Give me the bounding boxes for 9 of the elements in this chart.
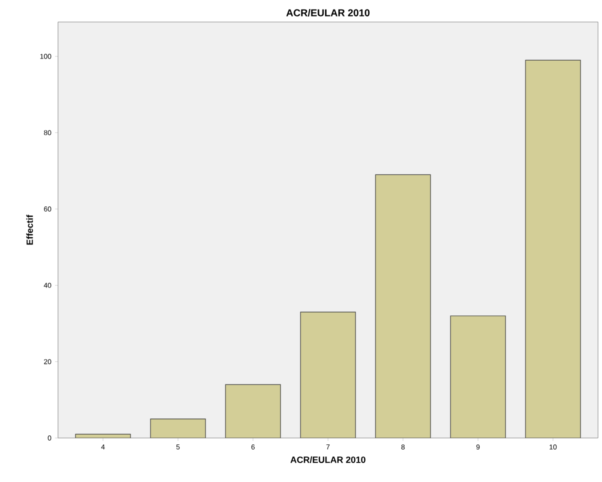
bar [525,60,581,438]
bar [225,384,281,438]
x-axis-title: ACR/EULAR 2010 [290,456,366,464]
chart-title: ACR/EULAR 2010 [286,9,370,16]
bar [150,418,206,438]
bar [375,174,431,438]
y-axis-title: Effectif [26,214,33,245]
bar [450,316,506,438]
bar [300,312,356,438]
